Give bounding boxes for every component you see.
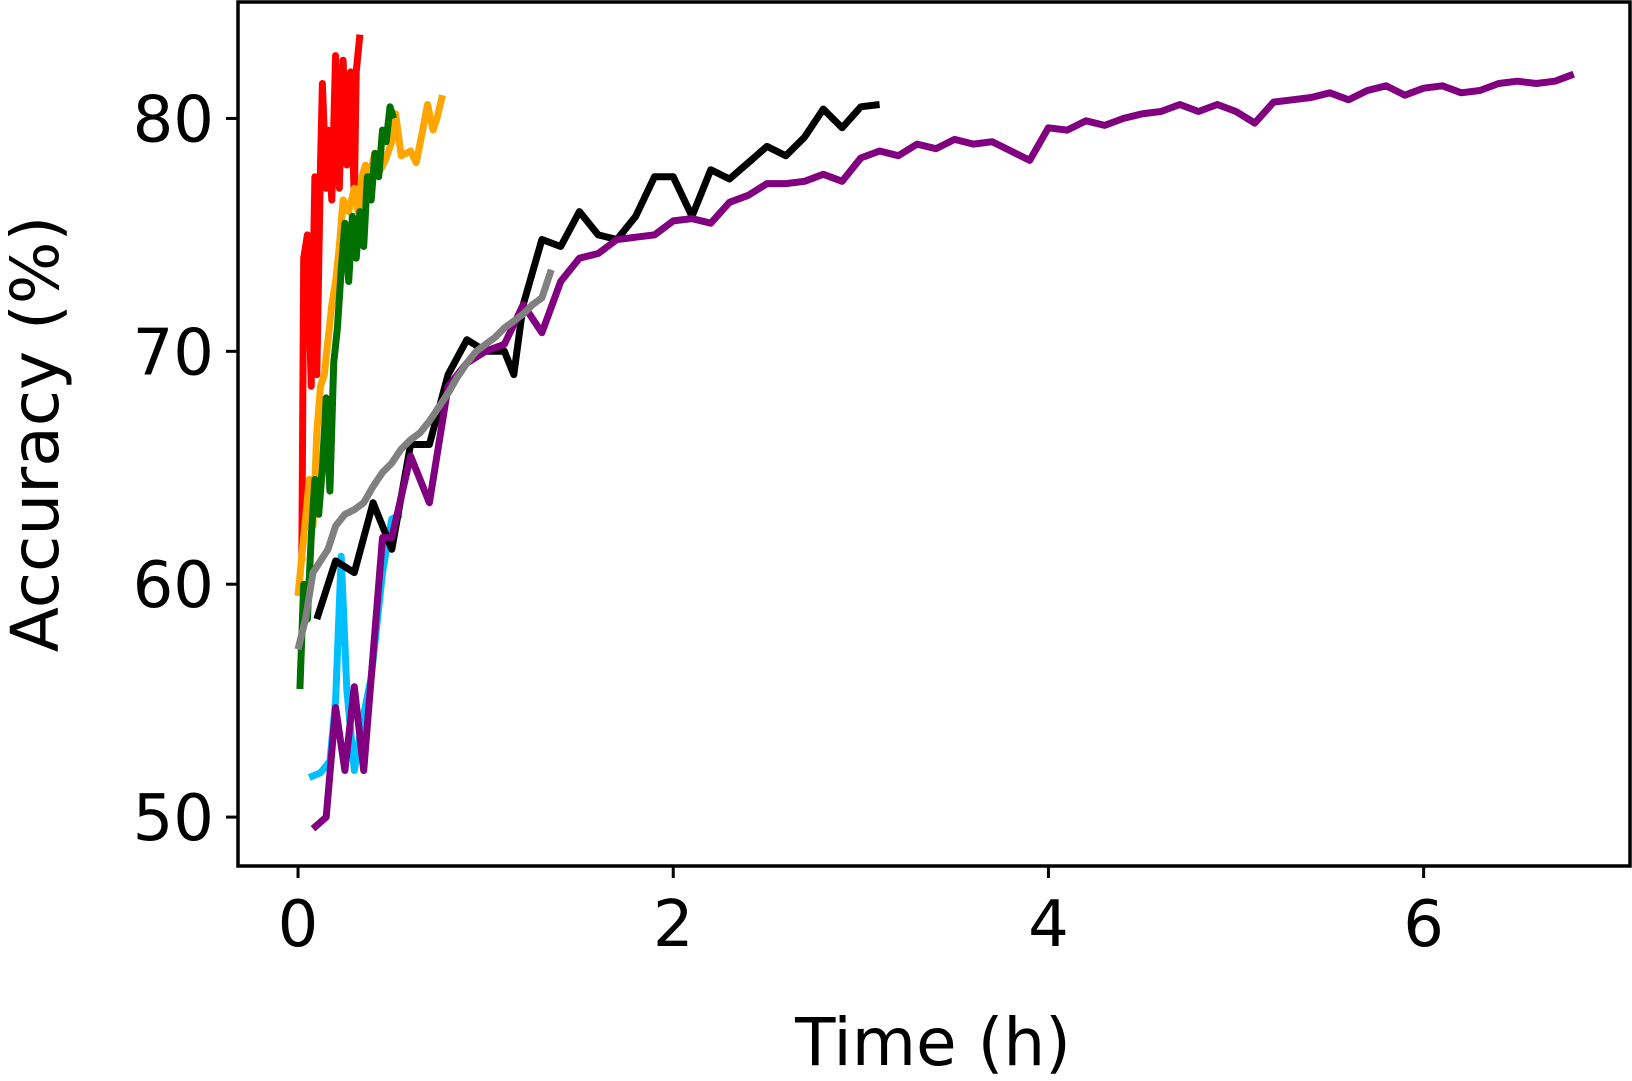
y-tick-label: 50 [133,782,214,856]
x-tick-label: 2 [653,888,694,962]
series-line-2 [294,94,446,597]
series-line-7 [294,268,555,651]
y-tick-label: 80 [133,83,214,157]
x-tick-label: 6 [1403,888,1444,962]
series-line-5 [313,101,881,621]
series-line-6 [310,70,1575,832]
x-tick-label: 4 [1028,888,1069,962]
y-tick-label: 60 [133,549,214,623]
series-line-3 [296,103,398,690]
y-axis-label: Accuracy (%) [0,216,74,653]
y-tick-label: 70 [133,316,214,390]
series-line-1 [298,34,364,561]
x-axis-label: Time (h) [794,1004,1071,1081]
ticks-layer: 0 2 4 6 50 60 70 80 [133,83,1444,962]
series-layer [294,34,1575,832]
x-tick-label: 0 [278,888,319,962]
plot-frame [236,0,1632,868]
